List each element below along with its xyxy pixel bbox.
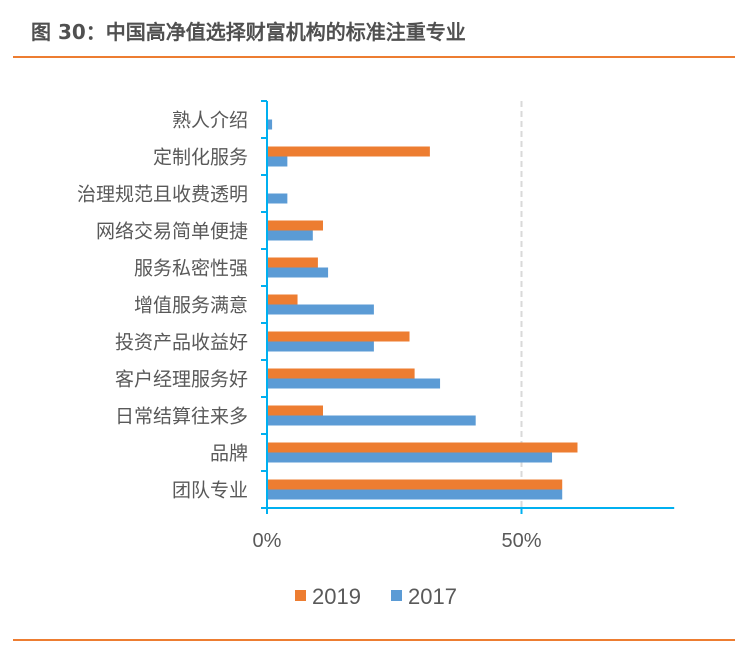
- x-tick-label: 50%: [501, 530, 541, 552]
- bar-2017: [267, 378, 441, 389]
- bar-2017: [267, 341, 374, 352]
- category-label: 治理规范且收费透明: [77, 184, 248, 206]
- bottom-divider: [13, 639, 735, 641]
- category-label: 网络交易简单便捷: [96, 221, 248, 243]
- bar-2019: [267, 479, 563, 490]
- legend-label: 2019: [312, 584, 361, 609]
- top-divider: [13, 56, 735, 58]
- bar-2017: [267, 267, 329, 278]
- category-label: 品牌: [210, 443, 248, 465]
- bar-2019: [267, 331, 410, 342]
- category-label: 投资产品收益好: [115, 332, 248, 354]
- category-label: 客户经理服务好: [115, 369, 248, 391]
- bar-2017: [267, 119, 273, 130]
- category-label: 熟人介绍: [172, 110, 248, 132]
- bar-2019: [267, 257, 318, 268]
- legend-swatch-2017: [391, 590, 402, 601]
- category-label: 增值服务满意: [134, 295, 248, 317]
- category-label: 日常结算往来多: [115, 406, 248, 428]
- legend-swatch-2019: [295, 590, 306, 601]
- bar-2017: [267, 415, 476, 426]
- bar-2017: [267, 193, 288, 204]
- bar-2019: [267, 442, 578, 453]
- bar-2017: [267, 156, 288, 167]
- bar-2019: [267, 220, 323, 231]
- figure-title: 图 30：中国高净值选择财富机构的标准注重专业: [31, 20, 466, 44]
- bar-2017: [267, 304, 374, 315]
- bar-2017: [267, 230, 313, 241]
- bar-2019: [267, 294, 298, 305]
- bar-2017: [267, 452, 553, 463]
- bar-2019: [267, 146, 430, 157]
- legend-label: 2017: [408, 584, 457, 609]
- bar-2017: [267, 489, 563, 500]
- category-label: 服务私密性强: [134, 258, 248, 280]
- x-tick-label: 0%: [253, 530, 282, 552]
- category-label: 定制化服务: [153, 147, 248, 169]
- category-label: 团队专业: [172, 480, 248, 502]
- bar-2019: [267, 368, 415, 379]
- bar-2019: [267, 405, 323, 416]
